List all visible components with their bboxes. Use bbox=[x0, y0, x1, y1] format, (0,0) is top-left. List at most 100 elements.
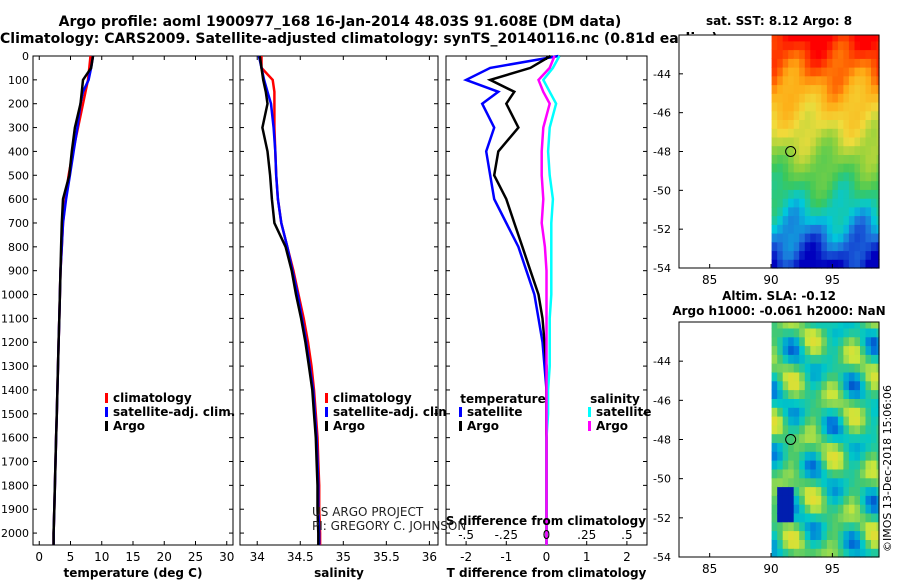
map-cell bbox=[788, 154, 795, 164]
x-tick-label: -1 bbox=[500, 550, 512, 564]
map-cell bbox=[848, 380, 855, 391]
map-cell bbox=[771, 398, 778, 408]
map-cell bbox=[815, 521, 822, 532]
map-cell bbox=[837, 119, 844, 129]
map-cell bbox=[771, 486, 778, 496]
map-cell bbox=[782, 530, 789, 540]
map-cell bbox=[810, 259, 817, 269]
map-cell bbox=[854, 206, 861, 217]
map-cell bbox=[843, 504, 850, 514]
map-cell bbox=[815, 84, 822, 94]
map-cell bbox=[815, 477, 822, 488]
map-cell bbox=[788, 424, 795, 435]
map-cell bbox=[788, 512, 795, 523]
map-cell bbox=[871, 468, 878, 479]
lat-tick-label: -52 bbox=[653, 223, 671, 236]
map-cell bbox=[821, 180, 828, 190]
map-cell bbox=[837, 241, 844, 252]
map-cell bbox=[871, 322, 878, 329]
depth-tick-label: 100 bbox=[8, 74, 29, 87]
map-cell bbox=[860, 145, 867, 155]
map-cell bbox=[871, 110, 878, 120]
map-cell bbox=[826, 345, 833, 355]
map-cell bbox=[815, 416, 822, 426]
map-cell bbox=[804, 322, 811, 329]
map-cell bbox=[804, 521, 811, 532]
map-cell bbox=[821, 477, 828, 488]
map-cell bbox=[837, 407, 844, 417]
map-cell bbox=[876, 58, 880, 68]
map-cell bbox=[837, 548, 844, 558]
map-cell bbox=[771, 416, 778, 426]
map-cell bbox=[793, 424, 800, 435]
map-cell bbox=[837, 189, 844, 199]
map-cell bbox=[871, 521, 878, 532]
map-cell bbox=[865, 477, 872, 488]
map-cell bbox=[860, 327, 867, 338]
map-cell bbox=[782, 40, 789, 51]
map-cell bbox=[843, 407, 850, 417]
map-cell bbox=[848, 322, 855, 329]
map-cell bbox=[854, 327, 861, 338]
map-cell bbox=[843, 322, 850, 329]
map-cell bbox=[810, 539, 817, 549]
map-cell bbox=[777, 433, 784, 443]
map-cell bbox=[793, 468, 800, 479]
lat-tick-label: -46 bbox=[653, 394, 671, 407]
map-cell bbox=[810, 180, 817, 190]
map-cell bbox=[815, 495, 822, 505]
map-cell bbox=[871, 389, 878, 399]
map-cell bbox=[821, 322, 828, 329]
map-cell bbox=[876, 504, 880, 514]
map-cell bbox=[865, 380, 872, 391]
map-cell bbox=[782, 389, 789, 399]
map-cell bbox=[815, 49, 822, 59]
map-cell bbox=[860, 93, 867, 103]
sst-map: -44 -46 -48 -50 -52 -54 85 90 95 sat. SST: 8.12 A… bbox=[653, 14, 880, 287]
map-cell bbox=[788, 354, 795, 364]
map-cell bbox=[871, 371, 878, 382]
map-cell bbox=[865, 389, 872, 399]
map-cell bbox=[876, 380, 880, 391]
map-cell bbox=[826, 530, 833, 540]
map-cell bbox=[860, 504, 867, 514]
map-cell bbox=[782, 128, 789, 138]
map-cell bbox=[771, 241, 778, 252]
map-cell bbox=[871, 93, 878, 103]
map-cell bbox=[860, 102, 867, 112]
map-cell bbox=[848, 215, 855, 225]
map-cell bbox=[865, 67, 872, 77]
map-cell bbox=[860, 163, 867, 173]
x-tick-label: 20 bbox=[157, 550, 172, 564]
map-cell bbox=[815, 486, 822, 496]
map-cell bbox=[876, 530, 880, 540]
map-cell bbox=[815, 241, 822, 252]
map-cell bbox=[793, 35, 800, 42]
map-cell bbox=[854, 128, 861, 138]
map-cell bbox=[799, 215, 806, 225]
map-cell bbox=[771, 322, 778, 329]
map-cell bbox=[788, 371, 795, 382]
x-tick-label: 25 bbox=[188, 550, 203, 564]
map-cell bbox=[815, 322, 822, 329]
map-cell bbox=[832, 468, 839, 479]
map-cell bbox=[788, 433, 795, 443]
map-cell bbox=[871, 327, 878, 338]
map-cell bbox=[771, 110, 778, 120]
map-cell bbox=[788, 477, 795, 488]
map-cell bbox=[793, 189, 800, 199]
map-cell bbox=[804, 198, 811, 208]
map-cell bbox=[826, 398, 833, 408]
map-cell bbox=[843, 233, 850, 243]
map-cell bbox=[793, 495, 800, 505]
map-cell bbox=[832, 224, 839, 234]
map-cell bbox=[865, 504, 872, 514]
map-cell bbox=[815, 451, 822, 461]
map-cell bbox=[826, 460, 833, 470]
map-cell bbox=[777, 327, 784, 338]
map-cell bbox=[788, 67, 795, 77]
legend-entry: Argo bbox=[113, 419, 145, 433]
legend-entry: satellite bbox=[467, 405, 522, 419]
map-cell bbox=[804, 530, 811, 540]
map-cell bbox=[810, 477, 817, 488]
